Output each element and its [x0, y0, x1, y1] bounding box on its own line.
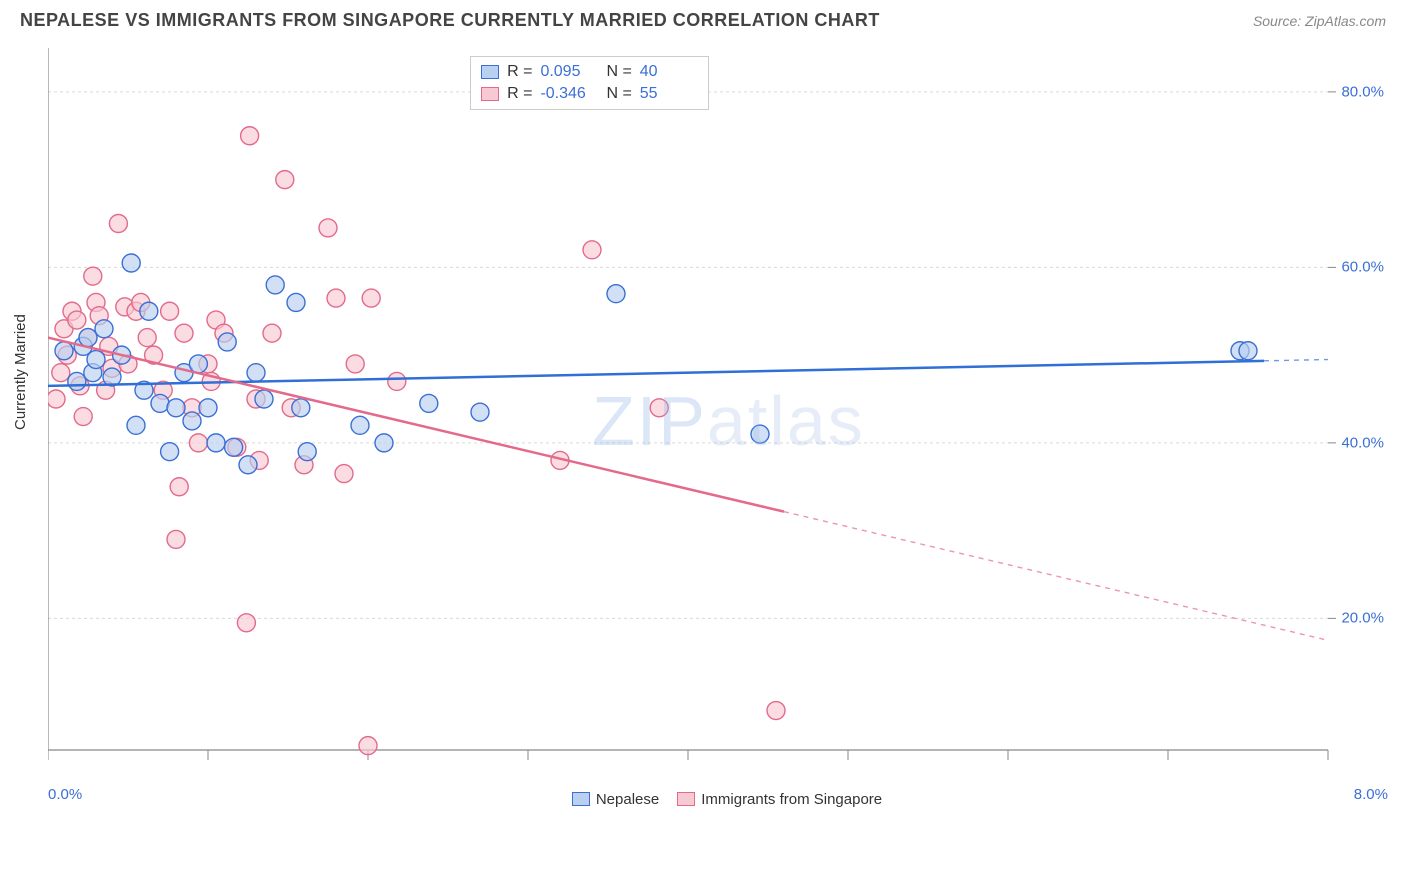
correlation-stats-box: R = 0.095 N = 40 R = -0.346 N = 55 — [470, 56, 709, 110]
chart-title: NEPALESE VS IMMIGRANTS FROM SINGAPORE CU… — [20, 10, 880, 31]
n-value: 40 — [640, 61, 698, 83]
n-label: N = — [606, 83, 631, 105]
y-tick-label: 80.0% — [1341, 83, 1384, 100]
chart-area: R = 0.095 N = 40 R = -0.346 N = 55 20.0% 40.0% 60… — [48, 48, 1388, 808]
y-axis-label: Currently Married — [12, 314, 29, 430]
legend-swatch-icon — [572, 792, 590, 806]
legend: Nepalese Immigrants from Singapore — [48, 791, 1388, 808]
legend-swatch-icon — [677, 792, 695, 806]
r-value: -0.346 — [540, 83, 598, 105]
legend-swatch-icon — [481, 87, 499, 101]
source-prefix: Source: — [1253, 13, 1305, 29]
r-label: R = — [507, 83, 532, 105]
y-tick-label: 60.0% — [1341, 259, 1384, 276]
n-value: 55 — [640, 83, 698, 105]
n-label: N = — [606, 61, 631, 83]
stats-row-nepalese: R = 0.095 N = 40 — [481, 61, 698, 83]
scatter-plot — [48, 48, 1388, 808]
source-name: ZipAtlas.com — [1305, 13, 1386, 29]
legend-label-nepalese: Nepalese — [596, 791, 659, 808]
source-attribution: Source: ZipAtlas.com — [1253, 13, 1386, 29]
y-tick-label: 20.0% — [1341, 610, 1384, 627]
y-tick-label: 40.0% — [1341, 434, 1384, 451]
legend-label-singapore: Immigrants from Singapore — [701, 791, 882, 808]
stats-row-singapore: R = -0.346 N = 55 — [481, 83, 698, 105]
r-label: R = — [507, 61, 532, 83]
legend-swatch-icon — [481, 65, 499, 79]
r-value: 0.095 — [540, 61, 598, 83]
